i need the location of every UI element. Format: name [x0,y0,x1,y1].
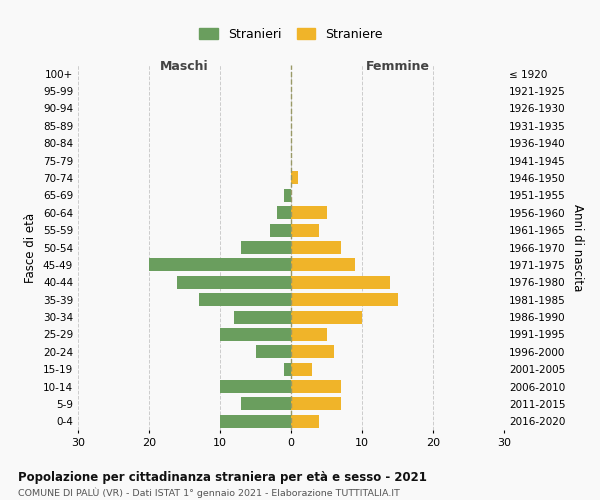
Bar [291,172,298,184]
Bar [284,362,291,376]
Bar [220,328,291,341]
Bar [291,206,326,220]
Bar [149,258,291,272]
Bar [291,276,391,289]
Bar [284,189,291,202]
Bar [291,241,341,254]
Bar [256,346,291,358]
Bar [291,293,398,306]
Bar [291,328,326,341]
Text: Femmine: Femmine [365,60,430,73]
Bar [241,398,291,410]
Y-axis label: Anni di nascita: Anni di nascita [571,204,584,291]
Bar [220,415,291,428]
Y-axis label: Fasce di età: Fasce di età [25,212,37,282]
Bar [291,380,341,393]
Text: Popolazione per cittadinanza straniera per età e sesso - 2021: Popolazione per cittadinanza straniera p… [18,472,427,484]
Bar [291,346,334,358]
Bar [178,276,291,289]
Bar [234,310,291,324]
Bar [291,398,341,410]
Text: Maschi: Maschi [160,60,209,73]
Bar [277,206,291,220]
Bar [220,380,291,393]
Bar [270,224,291,236]
Bar [291,415,319,428]
Bar [199,293,291,306]
Bar [241,241,291,254]
Bar [291,310,362,324]
Bar [291,362,313,376]
Legend: Stranieri, Straniere: Stranieri, Straniere [196,24,386,44]
Text: COMUNE DI PALÙ (VR) - Dati ISTAT 1° gennaio 2021 - Elaborazione TUTTITALIA.IT: COMUNE DI PALÙ (VR) - Dati ISTAT 1° genn… [18,488,400,498]
Bar [291,224,319,236]
Bar [291,258,355,272]
